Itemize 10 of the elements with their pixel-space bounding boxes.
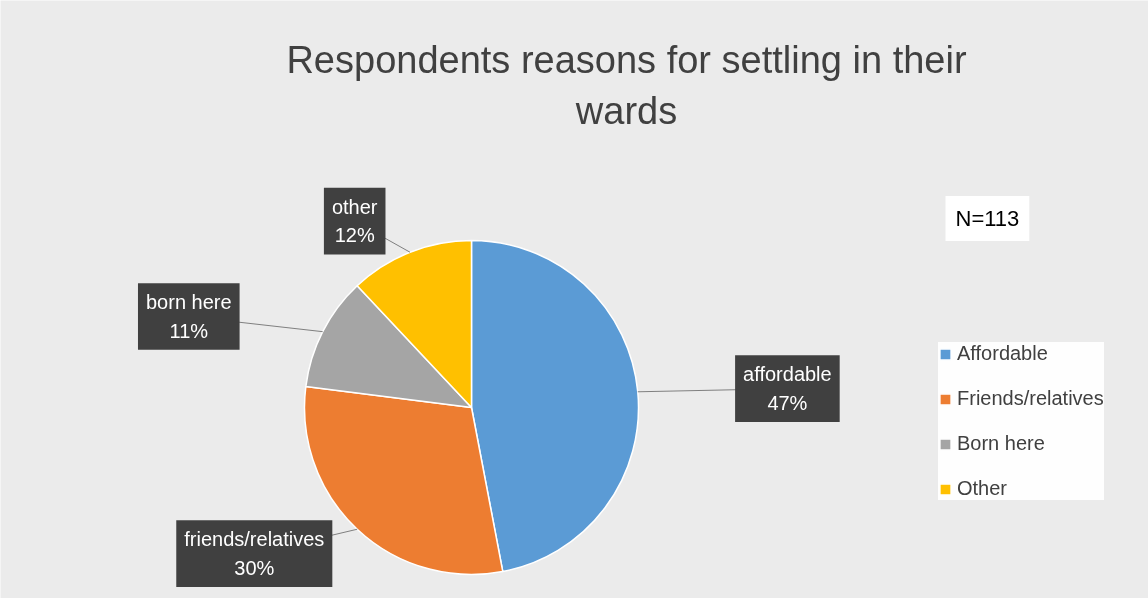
legend-label: Born here	[957, 432, 1045, 455]
legend-label: Affordable	[957, 342, 1048, 365]
legend-label: Friends/relatives	[957, 387, 1104, 410]
data-label: other 12%	[331, 195, 378, 247]
data-label: born here 11%	[145, 291, 232, 342]
chart-title: Respondents reasons for settling in their wards	[286, 39, 967, 132]
legend-label: Other	[957, 477, 1008, 500]
data-label: affordable 47%	[743, 363, 832, 414]
text: N=113	[955, 206, 1020, 231]
data-label: friends/relatives 30%	[184, 528, 325, 579]
